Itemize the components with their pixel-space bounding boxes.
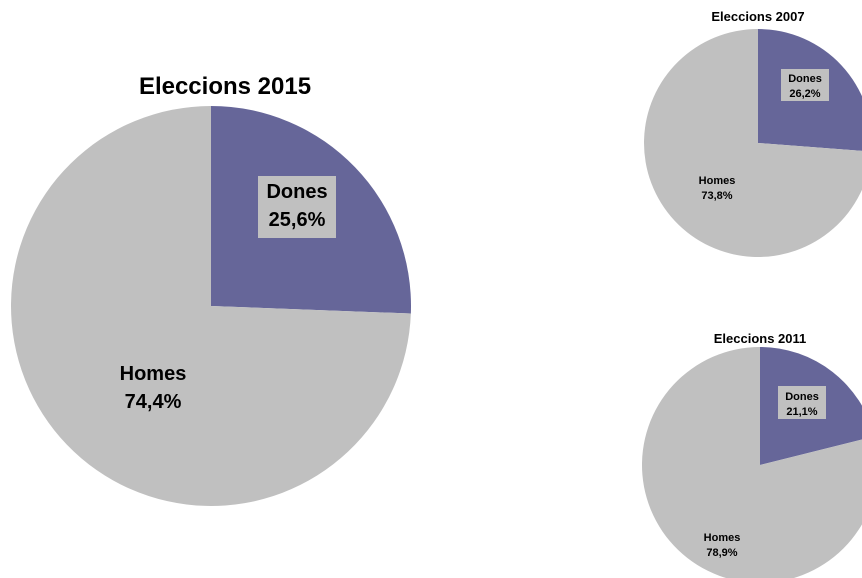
slice-label-dones-2015: Dones (266, 181, 327, 203)
label-box-dones-2007 (781, 69, 829, 101)
slice-value-dones-2015: 25,6% (269, 209, 326, 231)
pie-chart-2007: Eleccions 2007 Dones 26,2% Homes 73,8% (644, 9, 862, 257)
slice-value-homes-2011: 78,9% (706, 547, 737, 559)
slice-homes-2011 (642, 347, 862, 578)
slice-homes-2007 (644, 29, 862, 257)
slice-value-dones-2007: 26,2% (789, 88, 820, 100)
slice-value-dones-2011: 21,1% (786, 406, 817, 418)
chart-title-2007: Eleccions 2007 (711, 9, 804, 24)
chart-title-2011: Eleccions 2011 (714, 331, 807, 346)
slice-homes-2015 (11, 106, 411, 506)
slice-label-homes-2015: Homes (120, 363, 187, 385)
slice-label-dones-2007: Dones (788, 73, 822, 85)
pie-chart-2011: Eleccions 2011 Dones 21,1% Homes 78,9% (642, 331, 862, 578)
label-box-dones-2011 (778, 386, 826, 419)
slice-label-homes-2011: Homes (704, 532, 741, 544)
pie-chart-2015: Eleccions 2015 Dones 25,6% Homes 74,4% (11, 73, 412, 506)
chart-title-2015: Eleccions 2015 (139, 73, 311, 100)
slice-label-dones-2011: Dones (785, 391, 819, 403)
slice-value-homes-2015: 74,4% (125, 391, 182, 413)
slice-label-homes-2007: Homes (699, 175, 736, 187)
label-box-dones-2015 (258, 176, 336, 238)
slice-value-homes-2007: 73,8% (701, 190, 732, 202)
